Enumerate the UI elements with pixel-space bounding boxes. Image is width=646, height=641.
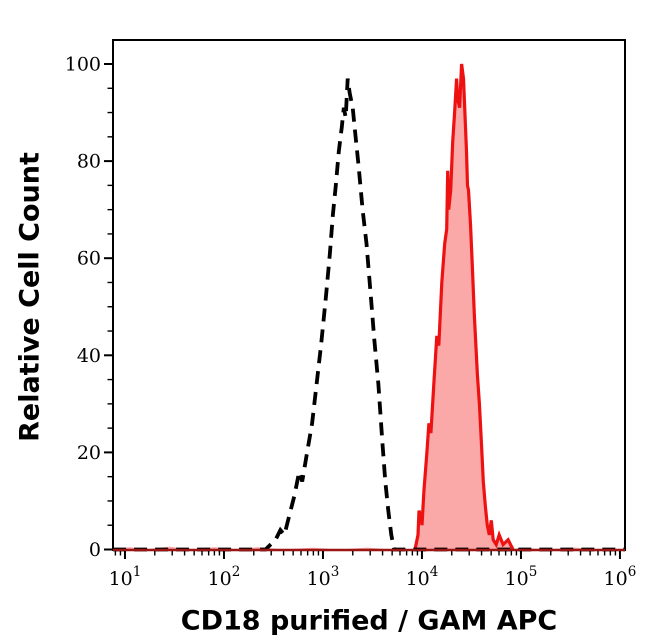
stained-histogram-outline: [413, 63, 515, 551]
x-tick-label: 102: [208, 564, 241, 590]
x-axis-title: CD18 purified / GAM APC: [180, 605, 558, 637]
x-tick-label: 103: [307, 564, 340, 590]
x-tick-label: 101: [109, 564, 142, 590]
y-tick-label: 20: [77, 442, 101, 464]
x-tick-label: 106: [604, 564, 637, 590]
y-tick-label: 0: [89, 539, 101, 561]
y-tick-label: 60: [77, 248, 101, 270]
control-histogram-dashed-line: [113, 78, 625, 552]
stained-histogram-fill: [113, 64, 625, 550]
x-tick-label: 105: [505, 564, 538, 590]
plot-border: [112, 39, 626, 551]
y-tick-label: 100: [65, 54, 101, 76]
y-tick-label: 40: [77, 345, 101, 367]
y-tick-label: 80: [77, 151, 101, 173]
y-axis-title: Relative Cell Count: [14, 152, 46, 442]
x-tick-label: 104: [406, 564, 439, 590]
